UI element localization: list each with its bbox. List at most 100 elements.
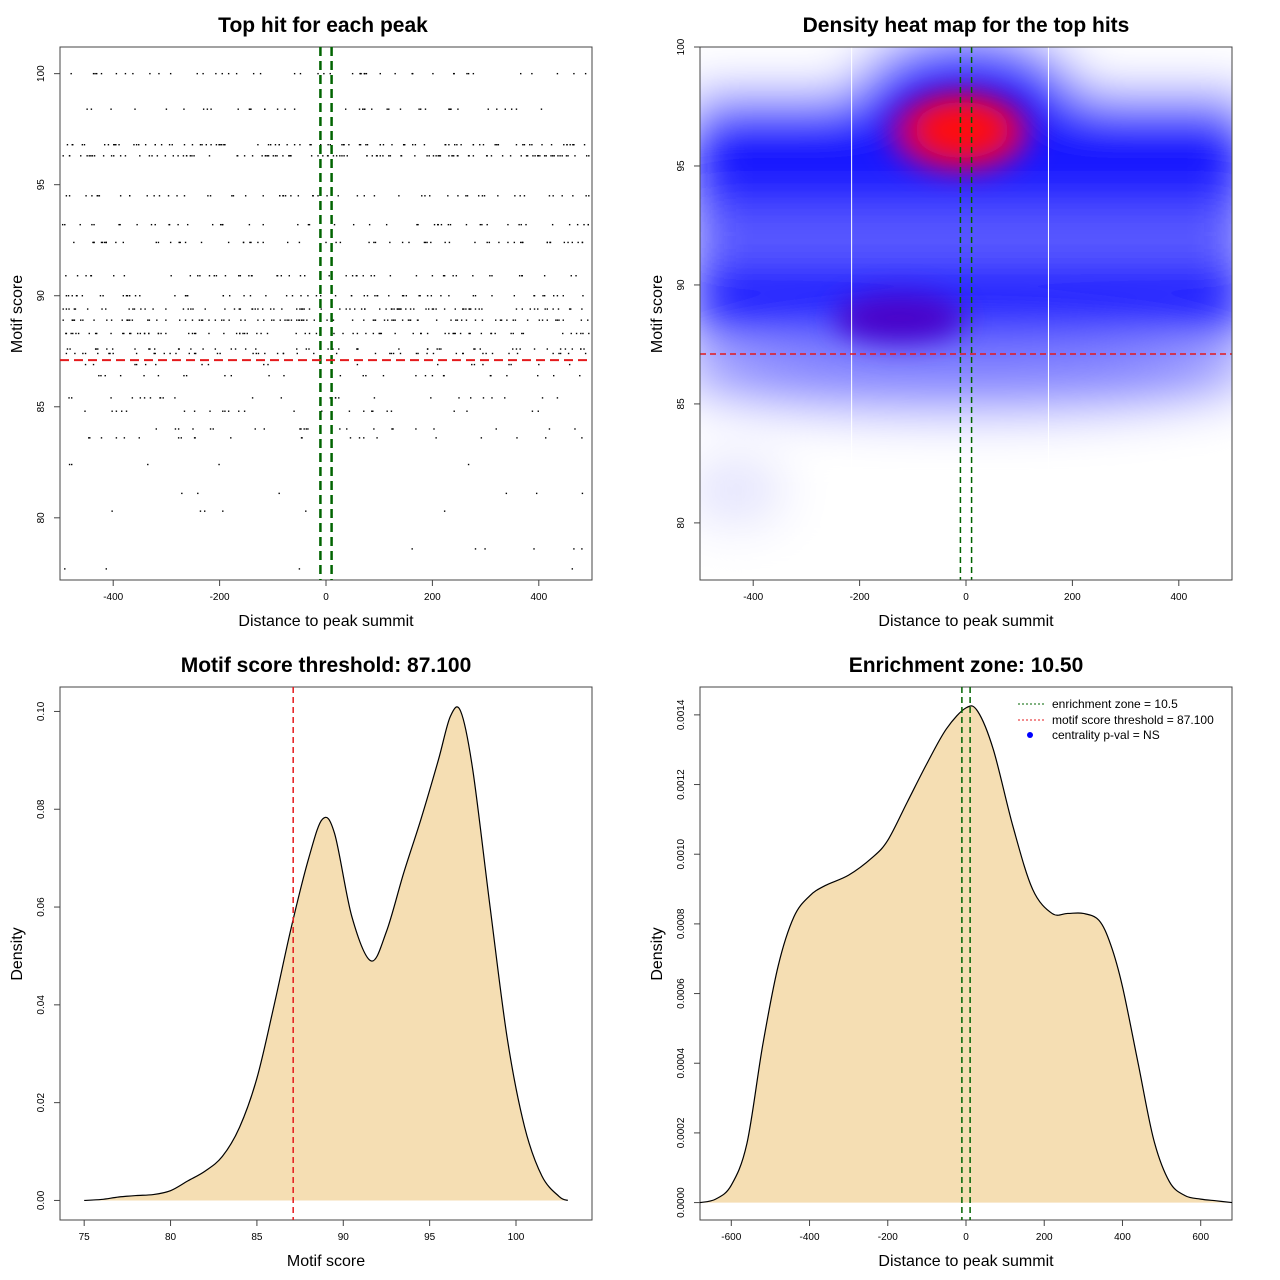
scatter-point xyxy=(379,72,381,75)
scatter-point xyxy=(448,108,450,110)
scatter-point xyxy=(538,363,540,366)
scatter-point xyxy=(238,410,240,412)
scatter-point xyxy=(487,108,489,110)
scatter-point xyxy=(296,319,298,321)
chart-title: Enrichment zone: 10.50 xyxy=(849,654,1084,677)
scatter-point xyxy=(333,332,335,335)
scatter-point xyxy=(154,223,156,226)
scatter-point xyxy=(75,332,77,335)
scatter-points xyxy=(61,72,590,570)
scatter-point xyxy=(537,308,539,310)
scatter-point xyxy=(236,155,238,157)
scatter-point xyxy=(572,195,574,197)
scatter-point xyxy=(266,155,269,157)
scatter-point xyxy=(283,374,285,377)
scatter-point xyxy=(472,72,475,75)
scatter-point xyxy=(544,308,546,310)
scatter-point xyxy=(171,144,173,146)
scatter-point xyxy=(265,295,267,297)
scatter-point xyxy=(303,308,305,310)
scatter-point xyxy=(193,410,196,412)
scatter-point xyxy=(138,437,140,439)
scatter-point xyxy=(574,155,576,157)
y-tick-label: 90 xyxy=(676,279,687,291)
scatter-point xyxy=(224,308,226,310)
scatter-point xyxy=(239,275,242,277)
scatter-point xyxy=(415,428,417,430)
scatter-point xyxy=(556,319,559,321)
scatter-point xyxy=(506,319,508,321)
scatter-point xyxy=(122,332,124,335)
scatter-point xyxy=(223,332,225,335)
scatter-point xyxy=(520,223,522,226)
scatter-point xyxy=(468,155,470,157)
scatter-point xyxy=(188,332,190,335)
scatter-point xyxy=(490,332,493,335)
scatter-point xyxy=(432,308,435,310)
scatter-point xyxy=(100,374,102,377)
scatter-point xyxy=(408,241,410,244)
scatter-point xyxy=(567,241,569,244)
y-tick-label: 0.04 xyxy=(36,995,47,1015)
scatter-point xyxy=(83,144,86,146)
scatter-point xyxy=(482,397,485,399)
scatter-point xyxy=(298,568,301,570)
scatter-point xyxy=(218,144,220,146)
scatter-point xyxy=(70,72,72,75)
scatter-point xyxy=(557,308,560,310)
scatter-point xyxy=(423,241,426,244)
scatter-point xyxy=(453,332,455,335)
scatter-point xyxy=(244,195,247,197)
scatter-point xyxy=(224,410,226,412)
scatter-point xyxy=(227,410,230,412)
scatter-point xyxy=(104,374,106,377)
scatter-point xyxy=(290,319,293,321)
scatter-point xyxy=(284,319,286,321)
scatter-point xyxy=(455,352,458,355)
scatter-point xyxy=(201,319,204,321)
scatter-point xyxy=(254,428,256,430)
scatter-point xyxy=(125,295,128,297)
scatter-point xyxy=(194,352,197,355)
scatter-point xyxy=(356,363,359,366)
scatter-point xyxy=(155,363,157,366)
scatter-point xyxy=(374,295,376,297)
scatter-point xyxy=(351,319,354,321)
scatter-point xyxy=(213,275,215,277)
chart-title: Motif score threshold: 87.100 xyxy=(181,654,472,677)
scatter-point xyxy=(398,308,400,310)
scatter-point xyxy=(186,223,189,226)
scatter-point xyxy=(257,319,259,321)
scatter-point xyxy=(93,241,95,244)
scatter-point xyxy=(257,144,259,146)
scatter-point xyxy=(246,332,248,335)
y-tick-label: 85 xyxy=(36,401,47,413)
scatter-point xyxy=(438,155,441,157)
scatter-point xyxy=(392,352,395,355)
scatter-point xyxy=(344,108,347,110)
scatter-point xyxy=(248,275,250,277)
scatter-point xyxy=(249,241,251,244)
scatter-point xyxy=(103,241,106,244)
scatter-point xyxy=(257,241,259,244)
scatter-point xyxy=(255,352,258,355)
scatter-point xyxy=(299,308,301,310)
scatter-point xyxy=(80,319,82,321)
scatter-point xyxy=(510,108,513,110)
x-tick-label: 100 xyxy=(508,1232,525,1243)
scatter-point xyxy=(192,308,194,310)
scatter-point xyxy=(138,144,140,146)
scatter-point xyxy=(106,348,108,350)
panel-motif-score-density: Motif score threshold: 87.100 75 80 85 90 95… xyxy=(9,654,593,1270)
scatter-point xyxy=(519,348,521,350)
scatter-point xyxy=(482,363,484,366)
scatter-point xyxy=(62,308,64,310)
scatter-point xyxy=(495,428,497,430)
x-tick-label: 200 xyxy=(1064,592,1081,603)
scatter-point xyxy=(122,295,125,297)
scatter-point xyxy=(341,155,343,157)
scatter-point xyxy=(163,352,165,355)
scatter-point xyxy=(579,374,581,377)
scatter-point xyxy=(561,195,563,197)
